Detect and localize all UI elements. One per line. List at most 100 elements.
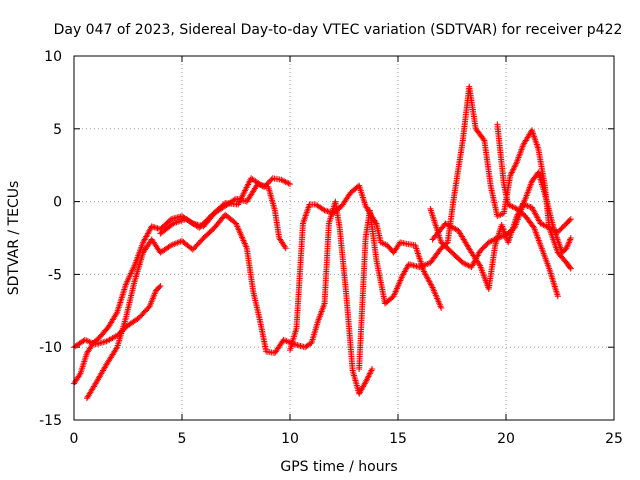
- data-point: [156, 284, 163, 291]
- data-point: [541, 222, 548, 229]
- chart-title: Day 047 of 2023, Sidereal Day-to-day VTE…: [54, 22, 623, 38]
- x-tick-label: 20: [497, 431, 515, 447]
- data-point: [510, 166, 517, 173]
- x-tick-labels: 0 5 10 15 20 25: [70, 431, 623, 447]
- series-track-3: [83, 198, 376, 402]
- series-track-4: [157, 175, 293, 237]
- data-point: [278, 176, 285, 183]
- y-tick-labels: 10 5 0 -5 -10 -15: [39, 49, 62, 429]
- data-point: [508, 170, 515, 177]
- data-point: [76, 371, 83, 378]
- series-track-2: [71, 283, 164, 351]
- data-point: [366, 371, 373, 378]
- data-point: [220, 201, 227, 208]
- series-track-5: [287, 182, 445, 354]
- x-tick-label: 5: [178, 431, 187, 447]
- data-point: [281, 178, 288, 185]
- data-point: [567, 265, 574, 272]
- data-point: [438, 304, 445, 311]
- data-point: [462, 261, 469, 268]
- data-point: [396, 240, 403, 247]
- data-point: [464, 261, 471, 268]
- data-point: [113, 345, 120, 352]
- data-point: [480, 136, 487, 143]
- data-point: [539, 221, 545, 228]
- data-point: [512, 162, 519, 169]
- data-point: [566, 217, 573, 224]
- data-point: [549, 226, 556, 233]
- data-point: [285, 180, 292, 187]
- data-point: [362, 379, 369, 386]
- y-tick-label: -15: [39, 413, 62, 429]
- data-point: [428, 283, 435, 290]
- data-point: [508, 169, 515, 176]
- data-point: [508, 202, 515, 209]
- data-point: [510, 204, 517, 211]
- data-point: [553, 228, 560, 235]
- data-point: [485, 239, 492, 246]
- data-point: [506, 202, 513, 209]
- data-point: [510, 165, 517, 172]
- data-point: [565, 239, 572, 246]
- data-point: [567, 235, 574, 241]
- data-point: [366, 370, 373, 377]
- data-point: [540, 221, 547, 228]
- data-point: [281, 243, 288, 250]
- data-point: [563, 245, 570, 252]
- y-tick-label: -5: [48, 267, 62, 283]
- data-point: [547, 225, 554, 232]
- data-point: [513, 160, 520, 167]
- data-point: [268, 176, 275, 183]
- data-point: [490, 237, 497, 244]
- data-point: [564, 243, 571, 250]
- series-track-9: [427, 201, 574, 271]
- data-point: [546, 224, 553, 231]
- data-point: [492, 235, 499, 242]
- data-point: [565, 240, 572, 247]
- data-point: [511, 163, 518, 170]
- data-point: [509, 203, 516, 210]
- data-point: [566, 264, 573, 271]
- data-point: [544, 224, 551, 231]
- data-point: [282, 245, 289, 252]
- data-point: [284, 179, 291, 186]
- data-point: [367, 368, 374, 375]
- data-point: [488, 237, 495, 244]
- data-point: [476, 261, 483, 268]
- data-point: [369, 366, 376, 373]
- data-point: [543, 223, 550, 230]
- y-tick-label: 5: [53, 122, 62, 138]
- data-point: [459, 259, 466, 266]
- data-point: [567, 236, 574, 243]
- data-point: [364, 374, 371, 381]
- data-point: [282, 178, 289, 185]
- data-point: [372, 218, 379, 225]
- data-point: [461, 260, 468, 267]
- data-point: [157, 283, 164, 290]
- data-point: [507, 172, 514, 179]
- data-point: [554, 293, 561, 300]
- y-tick-label: 10: [44, 49, 62, 65]
- x-tick-label: 10: [281, 431, 299, 447]
- data-point: [287, 181, 293, 188]
- data-point: [567, 216, 574, 223]
- data-point: [363, 377, 370, 384]
- data-point: [279, 177, 286, 184]
- plot-frame: [73, 55, 615, 421]
- y-tick-label: -10: [39, 340, 62, 356]
- data-point: [537, 220, 544, 227]
- data-point: [564, 242, 571, 249]
- data-point: [491, 236, 498, 243]
- data-point: [364, 376, 371, 383]
- data-point: [550, 226, 557, 233]
- x-tick-label: 15: [389, 431, 407, 447]
- series-track-6: [356, 83, 574, 373]
- y-axis-label: SDTVAR / TECUs: [6, 181, 22, 296]
- data-points: [71, 83, 574, 402]
- data-point: [509, 168, 516, 175]
- data-point: [566, 237, 573, 244]
- x-tick-label: 0: [70, 431, 79, 447]
- data-point: [365, 373, 372, 380]
